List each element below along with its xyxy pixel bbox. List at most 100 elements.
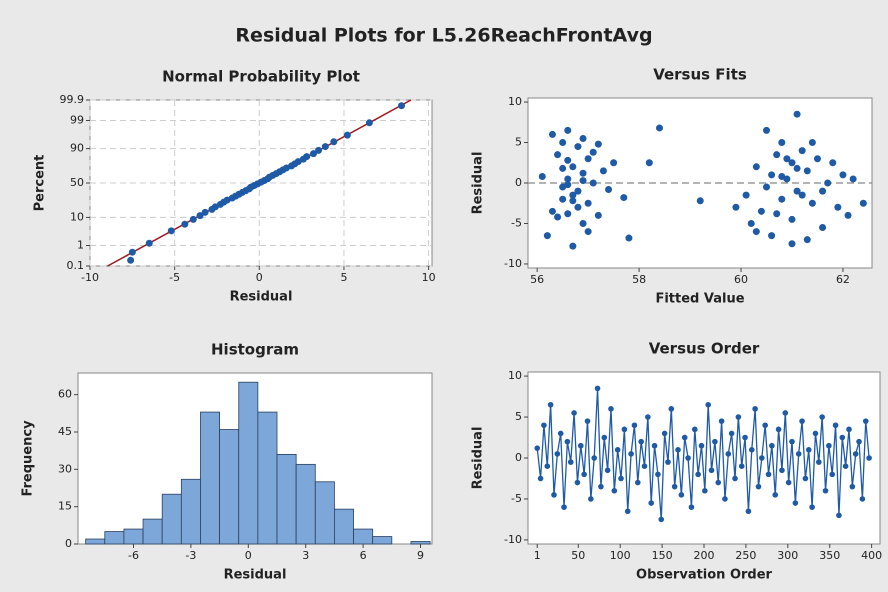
bar xyxy=(200,411,220,545)
y-tick-label: -10 xyxy=(504,533,522,546)
point xyxy=(769,442,775,449)
point xyxy=(574,203,582,211)
bar xyxy=(85,538,106,545)
point xyxy=(762,422,768,429)
point xyxy=(655,124,663,132)
point xyxy=(538,173,546,181)
point xyxy=(594,211,602,219)
point xyxy=(598,483,604,490)
point xyxy=(343,131,351,139)
point xyxy=(856,438,862,445)
bar xyxy=(123,528,144,545)
point xyxy=(601,434,608,441)
point xyxy=(584,155,592,163)
point xyxy=(788,215,796,223)
point xyxy=(365,119,373,127)
point xyxy=(779,467,785,474)
point xyxy=(799,418,805,424)
point xyxy=(763,126,771,134)
bar xyxy=(353,528,374,545)
point xyxy=(321,143,329,151)
point xyxy=(554,451,561,457)
point xyxy=(547,401,554,408)
point xyxy=(559,139,567,147)
point xyxy=(604,467,611,474)
bar xyxy=(219,429,240,545)
point xyxy=(554,213,562,221)
plot-area xyxy=(527,371,881,545)
point xyxy=(543,232,551,240)
point xyxy=(768,171,776,179)
point xyxy=(309,150,317,158)
point xyxy=(599,167,607,175)
point xyxy=(651,442,658,449)
point xyxy=(610,159,618,167)
point xyxy=(564,181,572,189)
point xyxy=(715,479,722,486)
point xyxy=(665,459,671,465)
point xyxy=(816,459,822,465)
point xyxy=(564,438,571,445)
point xyxy=(759,455,765,461)
point xyxy=(752,406,758,412)
point xyxy=(792,500,799,506)
point xyxy=(196,212,204,220)
point xyxy=(819,414,825,420)
point xyxy=(559,195,567,203)
point xyxy=(788,240,796,248)
point xyxy=(798,147,806,155)
point xyxy=(584,199,592,207)
point xyxy=(564,210,572,218)
point xyxy=(398,102,406,110)
y-tick-label: 45 xyxy=(58,425,72,438)
point xyxy=(569,191,577,199)
point xyxy=(738,463,745,469)
point xyxy=(698,442,705,449)
point xyxy=(564,156,572,164)
point xyxy=(722,496,728,502)
point xyxy=(782,410,789,416)
point xyxy=(829,159,837,167)
bar xyxy=(372,536,393,545)
bar xyxy=(276,453,297,545)
point xyxy=(747,219,755,227)
point xyxy=(732,475,738,482)
point xyxy=(793,164,801,172)
point xyxy=(808,139,816,147)
x-tick-label: 58 xyxy=(632,273,646,286)
x-tick-label: 60 xyxy=(734,273,748,286)
subplot-title: Versus Order xyxy=(649,340,760,358)
point xyxy=(668,406,675,412)
y-axis-label: Frequency xyxy=(21,420,36,497)
point xyxy=(836,512,842,519)
point xyxy=(862,418,869,424)
x-tick-label: -5 xyxy=(169,271,180,284)
x-axis-label: Observation Order xyxy=(636,568,773,583)
point xyxy=(819,187,827,195)
point xyxy=(763,183,771,191)
bar xyxy=(238,381,259,545)
point xyxy=(813,155,821,163)
bar xyxy=(314,481,335,545)
point xyxy=(834,203,842,211)
point xyxy=(803,167,811,175)
x-axis-label: Residual xyxy=(230,290,293,305)
point xyxy=(695,471,701,478)
point xyxy=(752,228,760,236)
point xyxy=(844,211,852,219)
point xyxy=(579,177,587,185)
x-tick-label: -3 xyxy=(185,549,196,562)
x-tick-label: -6 xyxy=(128,549,139,562)
point xyxy=(588,496,594,502)
point xyxy=(678,492,685,498)
point xyxy=(702,487,708,494)
point xyxy=(705,401,711,408)
bar xyxy=(257,411,278,545)
point xyxy=(571,410,577,416)
point xyxy=(778,195,786,203)
y-tick-label: 60 xyxy=(58,388,72,401)
point xyxy=(557,430,564,437)
point xyxy=(772,492,779,498)
y-tick-label: -5 xyxy=(511,492,522,505)
x-tick-label: 3 xyxy=(302,549,309,562)
